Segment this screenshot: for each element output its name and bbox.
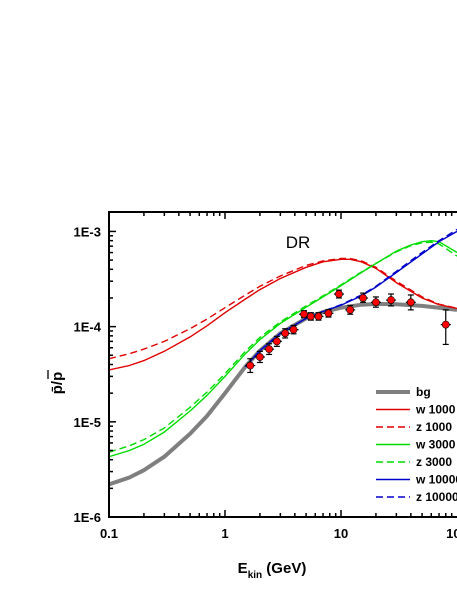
data-marker	[441, 320, 450, 329]
plot-frame	[108, 211, 457, 518]
data-marker	[346, 305, 355, 314]
legend-label-1: w 1000	[415, 403, 456, 417]
data-marker	[406, 298, 415, 307]
data-point-6	[299, 310, 310, 319]
series-line-3	[109, 240, 457, 458]
data-marker	[289, 325, 298, 334]
data-point-8	[313, 312, 324, 321]
data-point-12	[358, 292, 369, 303]
series-line-2	[109, 257, 457, 360]
data-marker	[300, 310, 308, 319]
legend-label-5: w 10000	[415, 473, 457, 487]
data-point-5	[288, 324, 299, 335]
axes: 0.1 1 10 100 1E-6 1E-5 1E-4 1E-3	[74, 211, 457, 541]
plot-area	[109, 228, 457, 487]
data-point-16	[440, 309, 451, 346]
y-tick-label-3: 1E-3	[74, 224, 101, 239]
legend-label-3: w 3000	[415, 438, 456, 452]
data-point-7	[305, 312, 316, 321]
data-marker	[246, 361, 255, 370]
data-point-15	[405, 294, 416, 311]
data-marker	[335, 290, 343, 298]
y-tick-label-2: 1E-4	[74, 320, 102, 335]
data-point-3	[271, 335, 282, 347]
series-line-1	[109, 258, 457, 371]
panel-annotation: DR	[286, 233, 311, 252]
series-line-4	[109, 241, 457, 453]
y-axis-title: p̄/p	[49, 372, 66, 395]
data-point-13	[370, 296, 381, 308]
data-marker	[359, 294, 367, 302]
x-axis-title-unit: (GeV)	[262, 560, 306, 577]
data-point-11	[345, 304, 356, 315]
data-point-4	[280, 328, 291, 339]
data-point-1	[254, 350, 265, 364]
legend-label-2: z 1000	[416, 420, 452, 434]
data-point-9	[323, 308, 334, 318]
data-marker	[306, 312, 315, 321]
series-line-6	[244, 228, 457, 368]
data-marker	[387, 296, 395, 304]
data-point-10	[333, 289, 344, 299]
x-tick-label-2: 10	[334, 526, 348, 541]
data-marker	[272, 337, 281, 346]
x-axis-title-main: E	[238, 560, 248, 577]
y-tick-label-1: 1E-5	[74, 415, 101, 430]
data-marker	[314, 312, 323, 321]
x-tick-label-3: 100	[446, 526, 457, 541]
data-marker	[281, 329, 290, 338]
data-marker	[324, 309, 333, 318]
data-point-0	[245, 358, 256, 374]
x-tick-label-0: 0.1	[100, 526, 118, 541]
legend-label-6: z 10000	[416, 490, 457, 504]
legend-label-4: z 3000	[416, 455, 452, 469]
legend-label-0: bg	[416, 385, 431, 399]
data-point-14	[386, 293, 397, 307]
data-marker	[372, 298, 380, 307]
x-tick-label-1: 1	[221, 526, 228, 541]
data-marker	[265, 345, 274, 354]
legend: bg w 1000 z 1000 w 3000 z 3000 w 10000 z 10000	[376, 385, 457, 504]
x-axis-title: Ekin (GeV)	[238, 560, 307, 581]
data-point-2	[264, 343, 275, 356]
y-tick-label-0: 1E-6	[74, 510, 101, 525]
x-axis-title-sub: kin	[248, 570, 262, 581]
data-marker	[256, 353, 264, 361]
